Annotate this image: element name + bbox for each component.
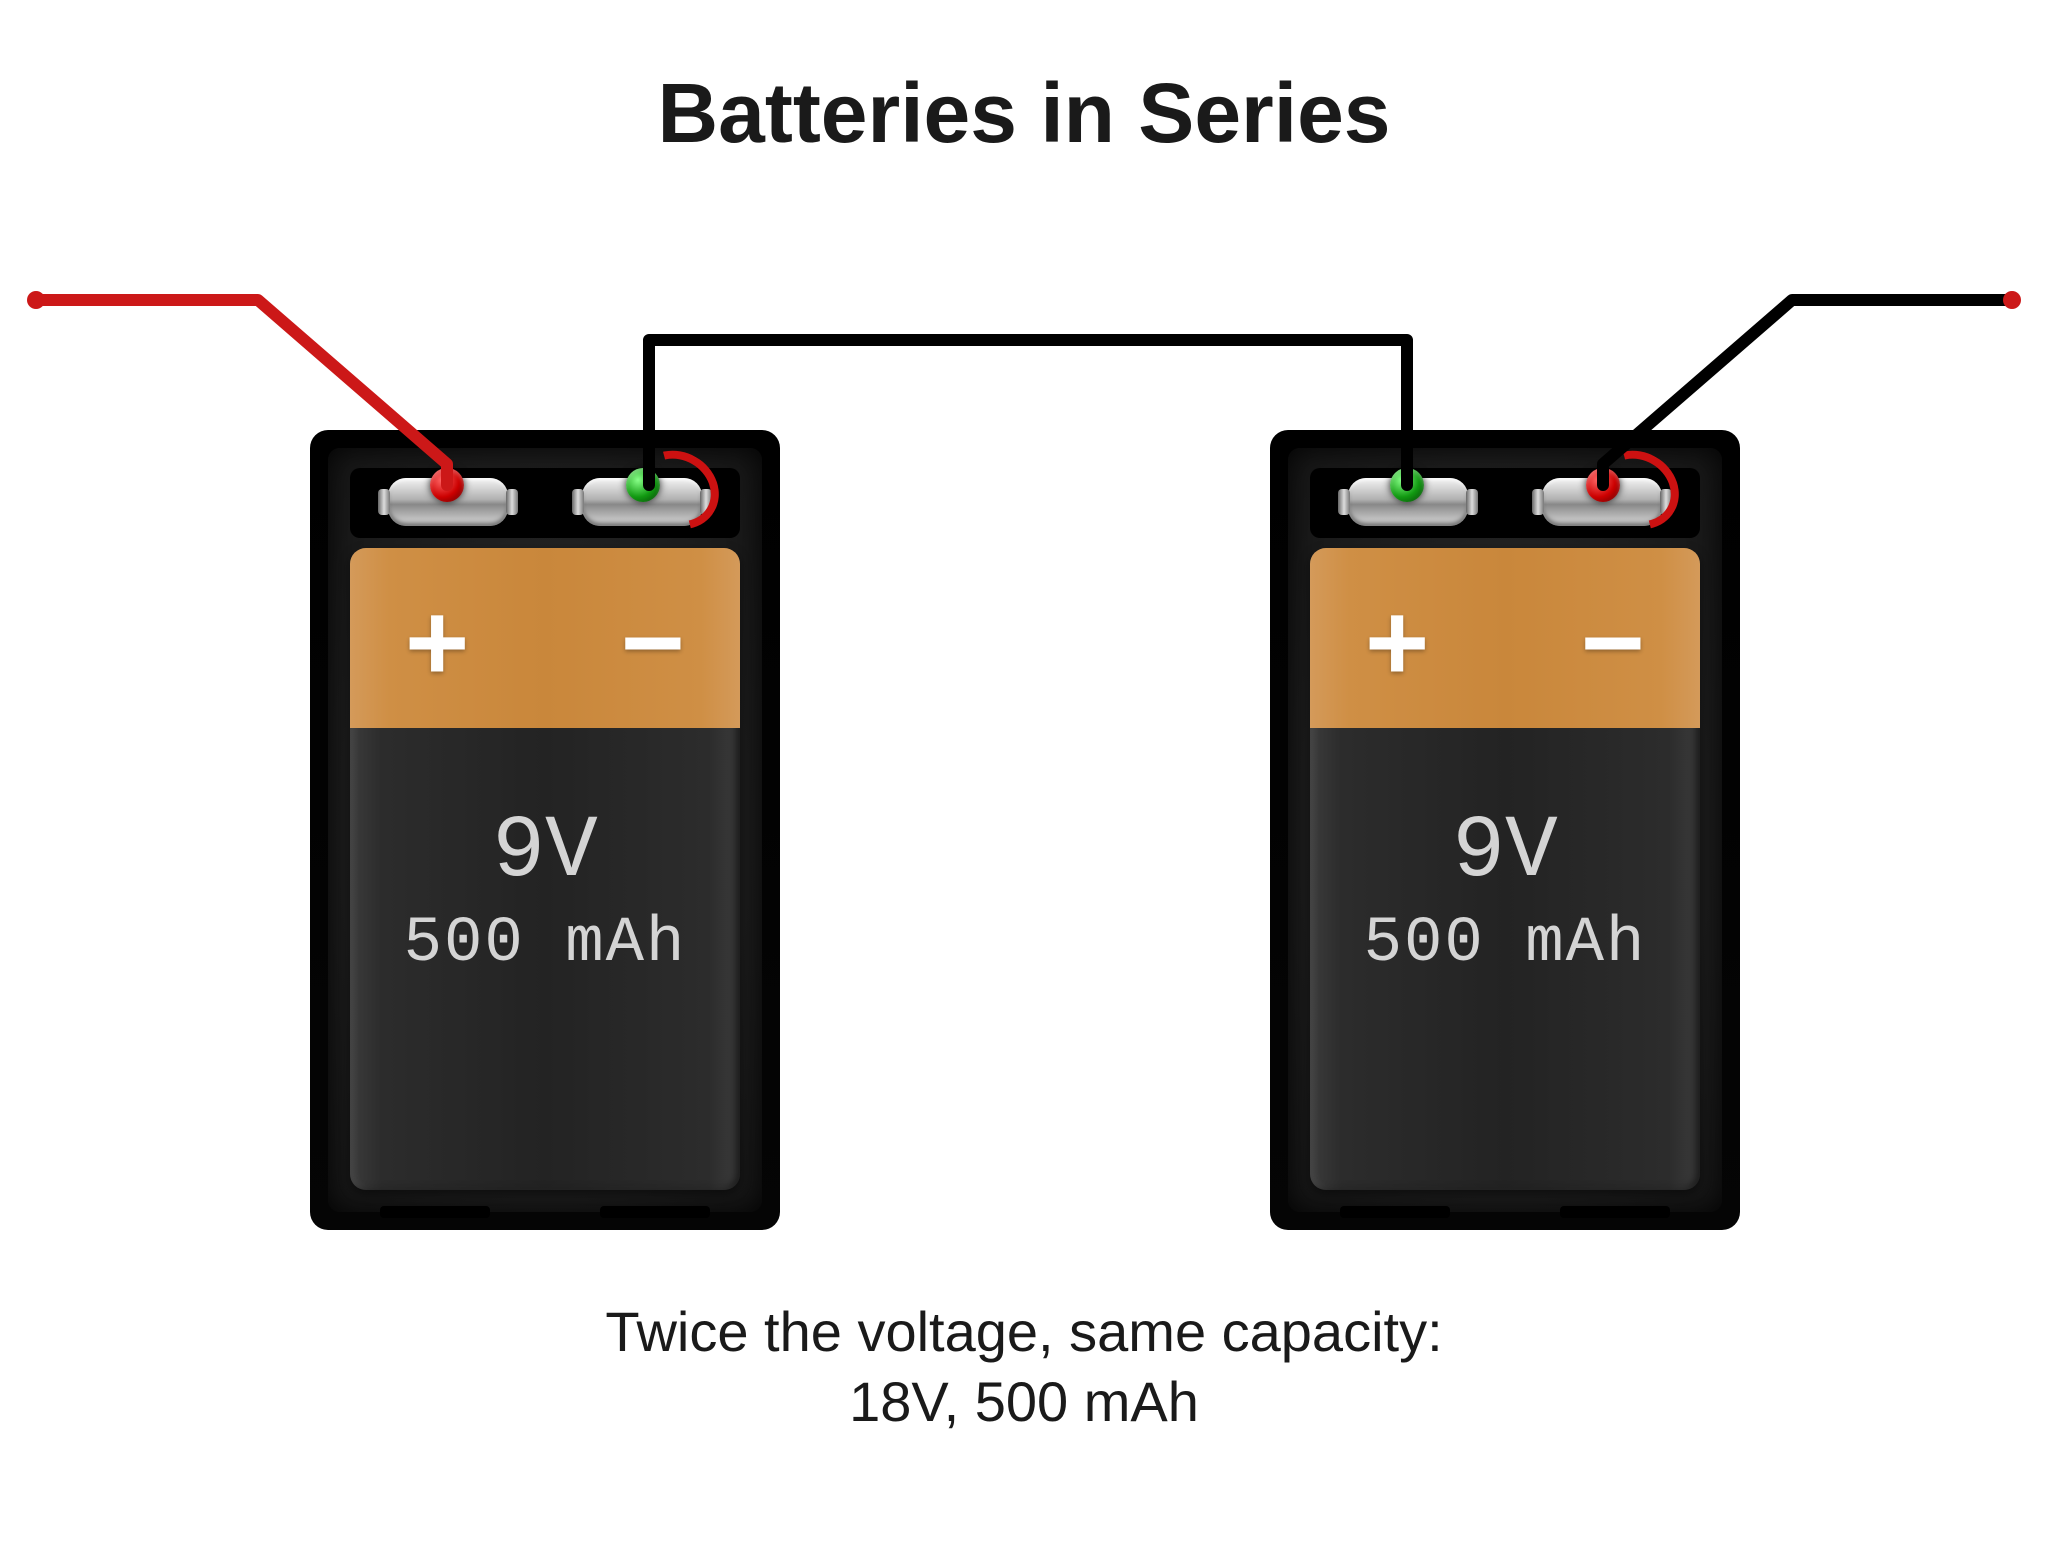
terminal-positive bbox=[430, 468, 464, 502]
battery-1: + − 9V 500 mAh bbox=[310, 430, 780, 1230]
foot-slot bbox=[1560, 1206, 1670, 1218]
minus-symbol: − bbox=[621, 588, 685, 698]
wire-endpoint bbox=[2003, 291, 2021, 309]
voltage-label: 9V bbox=[1310, 803, 1700, 902]
foot-slot bbox=[600, 1206, 710, 1218]
plus-symbol: + bbox=[1365, 588, 1429, 698]
voltage-label: 9V bbox=[350, 803, 740, 902]
minus-symbol: − bbox=[1581, 588, 1645, 698]
wire-endpoint bbox=[27, 291, 45, 309]
battery-cell: + − 9V 500 mAh bbox=[350, 548, 740, 1190]
battery-2: + − 9V 500 mAh bbox=[1270, 430, 1740, 1230]
capacity-label: 500 mAh bbox=[350, 908, 740, 980]
diagram-canvas: Batteries in Series + − 9V 500 mAh + − bbox=[0, 0, 2048, 1557]
caption-line-2: 18V, 500 mAh bbox=[849, 1370, 1199, 1433]
foot-slot bbox=[1340, 1206, 1450, 1218]
diagram-caption: Twice the voltage, same capacity: 18V, 5… bbox=[0, 1297, 2048, 1437]
diagram-title: Batteries in Series bbox=[0, 65, 2048, 162]
caption-line-1: Twice the voltage, same capacity: bbox=[605, 1300, 1442, 1363]
plus-symbol: + bbox=[405, 588, 469, 698]
terminal-positive bbox=[1390, 468, 1424, 502]
battery-cell: + − 9V 500 mAh bbox=[1310, 548, 1700, 1190]
foot-slot bbox=[380, 1206, 490, 1218]
capacity-label: 500 mAh bbox=[1310, 908, 1700, 980]
